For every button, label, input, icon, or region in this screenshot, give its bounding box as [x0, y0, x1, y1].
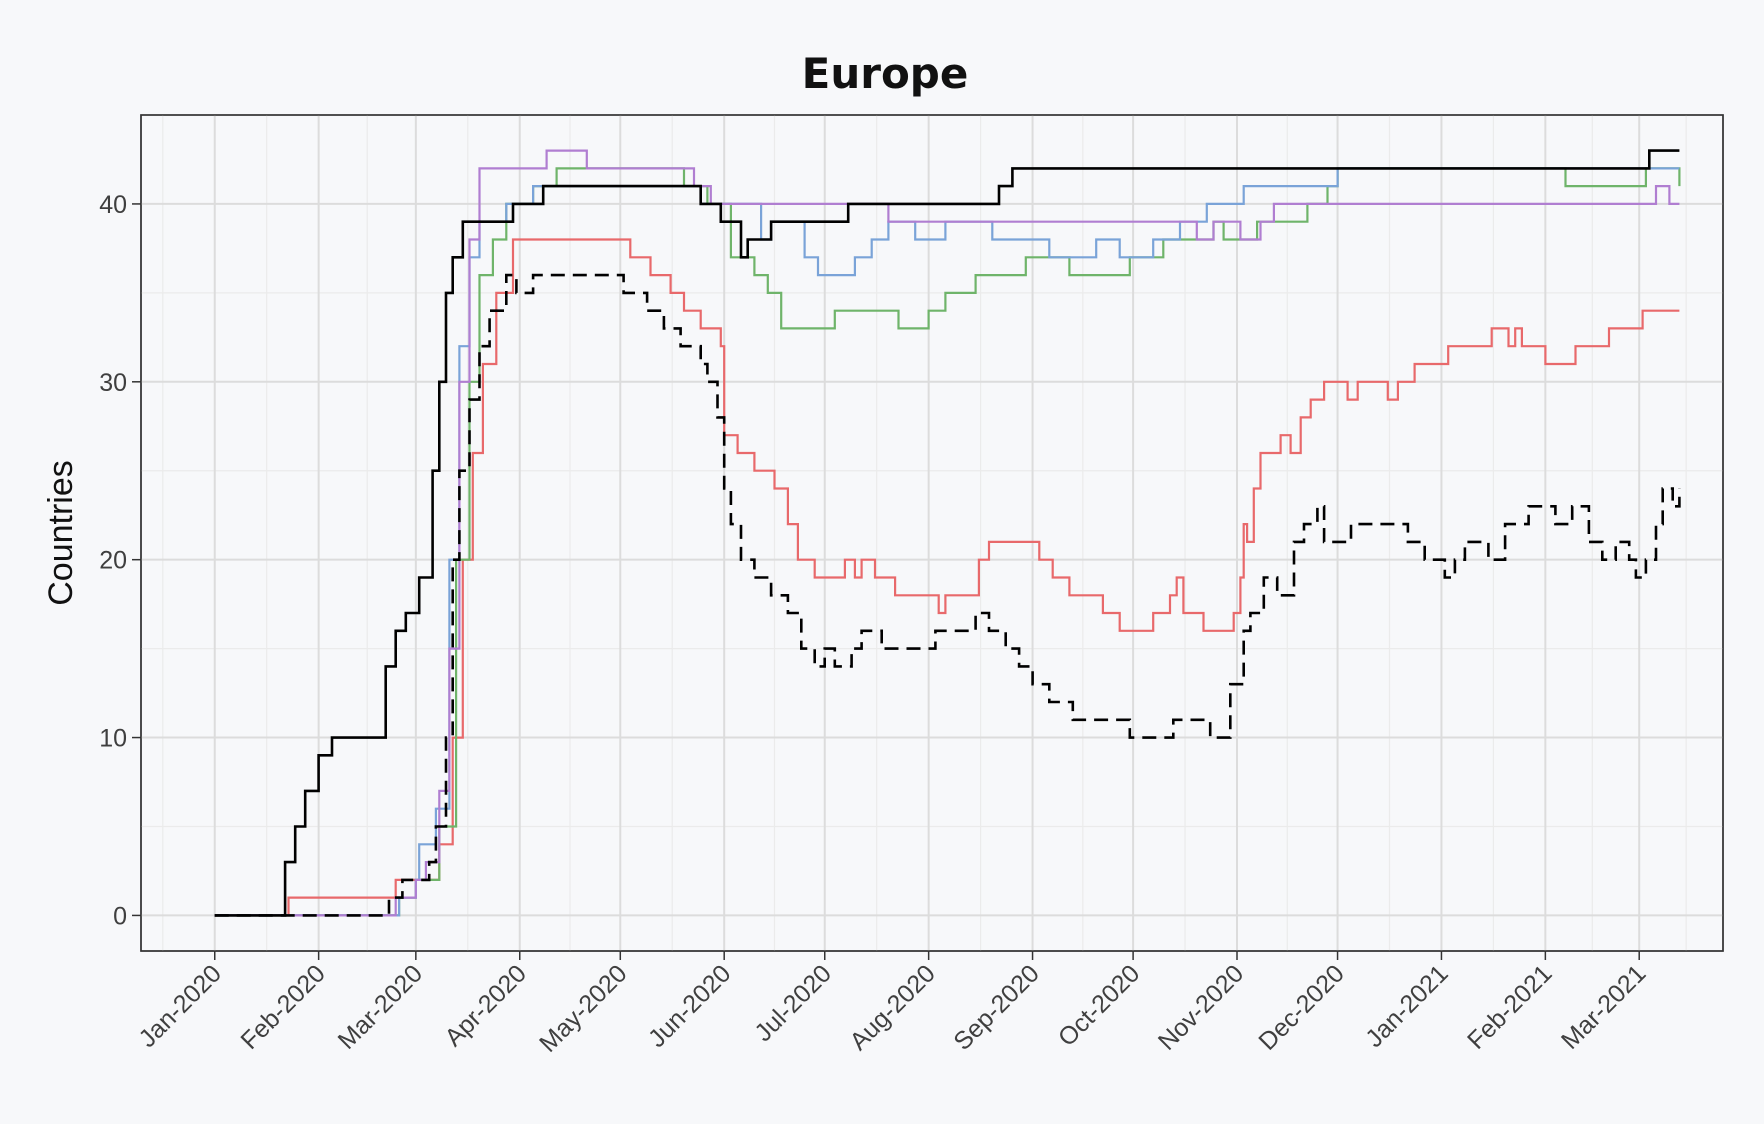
plot-panel — [140, 114, 1724, 952]
series-line-3 — [214, 167, 1680, 917]
x-tick-label: Jan-2021 — [1360, 959, 1454, 1053]
series-line-5 — [214, 149, 1680, 917]
grid-minor — [141, 114, 1723, 951]
series-line-1 — [214, 238, 1680, 917]
series-line-2 — [214, 167, 1681, 917]
x-tick-label: Aug-2020 — [844, 959, 940, 1055]
x-tick-label: Sep-2020 — [948, 959, 1044, 1055]
y-tick-label: 10 — [99, 725, 127, 753]
y-tick-label: 0 — [113, 902, 127, 930]
x-tick-label: Mar-2021 — [1556, 959, 1651, 1054]
x-tick-label: Jul-2020 — [749, 959, 837, 1047]
x-tick-label: Oct-2020 — [1053, 959, 1146, 1052]
x-tick-label: Nov-2020 — [1153, 959, 1249, 1055]
y-tick-label: 40 — [99, 191, 127, 219]
y-axis: 0 10 20 30 40 — [99, 191, 141, 930]
plot-frame — [140, 114, 1724, 952]
x-axis: Jan-2020 Feb-2020 Mar-2020 Apr-2020 May-2020… — [133, 951, 1651, 1058]
x-tick-label: Jun-2020 — [643, 959, 737, 1053]
series-line-6-dashed — [214, 273, 1681, 917]
chart-title: Europe — [802, 49, 969, 98]
y-axis-title: Countries — [42, 460, 80, 606]
series-layer — [214, 149, 1681, 917]
x-tick-label: Mar-2020 — [333, 959, 428, 1054]
x-tick-label: May-2020 — [534, 959, 632, 1057]
y-tick-label: 30 — [99, 369, 127, 397]
x-tick-label: Jan-2020 — [133, 959, 227, 1053]
x-tick-label: Dec-2020 — [1253, 959, 1349, 1055]
x-tick-label: Feb-2021 — [1462, 959, 1557, 1054]
x-tick-label: Apr-2020 — [439, 959, 532, 1052]
x-tick-label: Feb-2020 — [235, 959, 330, 1054]
y-tick-label: 20 — [99, 547, 127, 575]
